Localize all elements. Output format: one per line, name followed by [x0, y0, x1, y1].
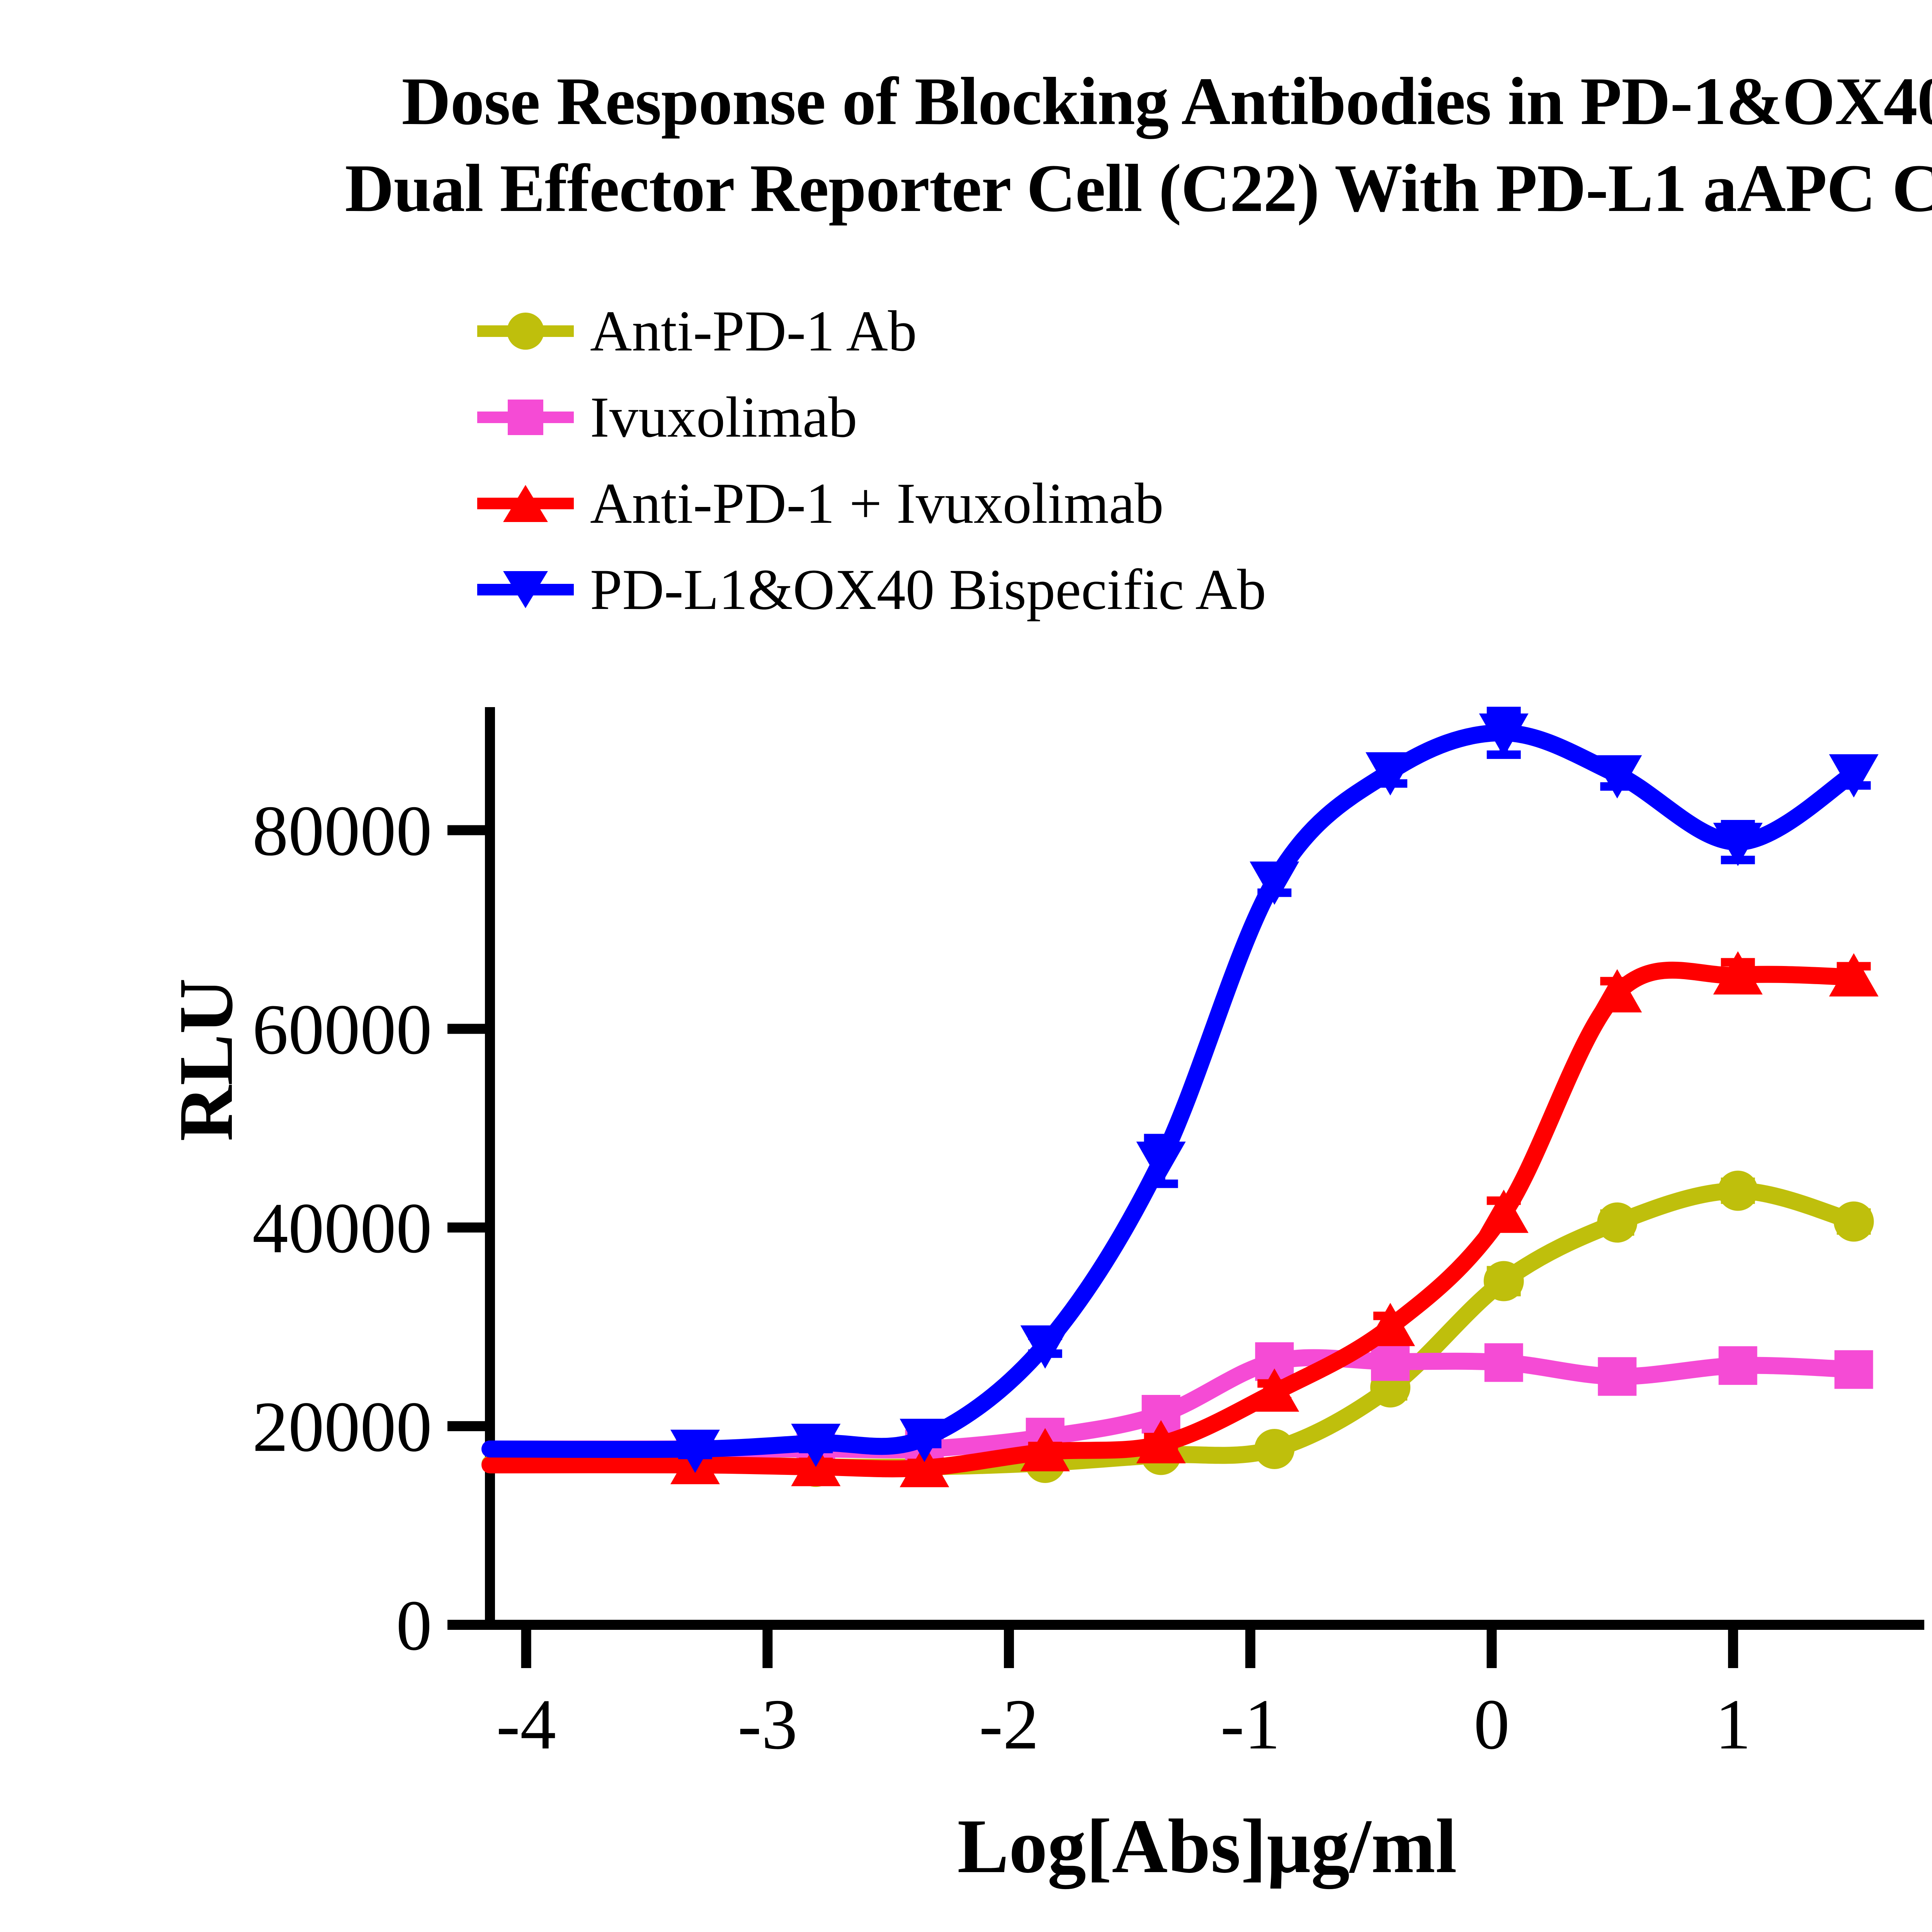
legend-symbol-circle-icon — [477, 308, 574, 354]
x-axis-tick-label: -1 — [1220, 1685, 1280, 1764]
data-point-marker — [1713, 951, 1763, 995]
legend-item-ivuxolimab[interactable]: Ivuxolimab — [477, 374, 1636, 460]
data-point-marker — [1020, 1428, 1070, 1471]
data-point-marker — [670, 1429, 720, 1473]
data-point-marker — [1136, 1141, 1186, 1185]
series-line — [481, 724, 1862, 1458]
x-axis-tick-label: -4 — [496, 1685, 556, 1764]
data-point-marker — [1250, 861, 1299, 905]
series-group — [481, 707, 1879, 1487]
data-point-marker — [1136, 1420, 1186, 1464]
data-point-marker — [1371, 1342, 1410, 1381]
legend-label: Anti-PD-1 + Ivuxolimab — [590, 471, 1164, 536]
data-point-marker — [1718, 1170, 1758, 1211]
axis-label-group: Log[Abs]µg/ml RLU — [163, 978, 1457, 1889]
data-point-marker — [1479, 713, 1529, 757]
x-axis-tick-label: 0 — [1474, 1685, 1510, 1764]
data-point-marker — [1829, 754, 1879, 798]
data-point-marker — [1597, 1202, 1638, 1243]
chart-title-line-2: Dual Effector Reporter Cell (C22) With P… — [345, 151, 1932, 226]
y-axis-tick-label: 20000 — [252, 1387, 432, 1467]
data-point-marker — [1833, 1201, 1874, 1242]
data-point-marker — [1834, 1350, 1873, 1389]
legend-label: Ivuxolimab — [590, 385, 857, 449]
y-axis-tick-label: 40000 — [252, 1189, 432, 1268]
axis-group: 0 20000 40000 60000 80000 -4 -3 -2 -1 0 1 — [252, 707, 1924, 1764]
y-axis-title: RLU — [163, 978, 249, 1141]
legend-symbol-triangle-down-icon — [477, 566, 574, 613]
chart-title-line-1: Dose Response of Blocking Antibodies in … — [401, 64, 1932, 139]
legend-item-pd-l1-ox40-bispecific-ab[interactable]: PD-L1&OX40 Bispecific Ab — [477, 546, 1636, 633]
data-point-marker — [900, 1418, 949, 1462]
data-point-marker — [1598, 1357, 1637, 1396]
x-axis-tick-label: -3 — [738, 1685, 798, 1764]
legend-item-anti-pd-1-plus-ivuxolimab[interactable]: Anti-PD-1 + Ivuxolimab — [477, 460, 1636, 546]
data-point-marker — [1829, 953, 1879, 997]
x-axis-title: Log[Abs]µg/ml — [957, 1804, 1457, 1889]
data-point-marker — [1366, 1303, 1415, 1346]
y-axis-tick-label: 80000 — [252, 791, 432, 871]
chart-legend: Anti-PD-1 Ab Ivuxolimab Anti-PD-1 + Ivux… — [477, 288, 1636, 633]
data-point-marker — [1366, 752, 1415, 796]
square-marker-icon — [508, 399, 543, 435]
legend-symbol-square-icon — [477, 394, 574, 440]
data-point-marker — [1592, 755, 1642, 799]
x-axis-tick-label: -2 — [979, 1685, 1039, 1764]
circle-marker-icon — [507, 312, 544, 350]
data-point-marker — [1479, 1189, 1529, 1233]
y-axis-tick-label: 60000 — [252, 990, 432, 1070]
data-point-marker — [1713, 823, 1763, 866]
data-point-marker — [900, 1444, 949, 1487]
legend-label: Anti-PD-1 Ab — [590, 299, 917, 363]
data-point-marker — [1484, 1343, 1523, 1382]
plot-svg: 0 20000 40000 60000 80000 -4 -3 -2 -1 0 1 Log[Abs]… — [163, 707, 1924, 1889]
triangle-down-marker-icon — [503, 571, 548, 608]
legend-label: PD-L1&OX40 Bispecific Ab — [590, 557, 1266, 622]
legend-symbol-triangle-up-icon — [477, 480, 574, 527]
chart-title: Dose Response of Blocking Antibodies in … — [0, 58, 1932, 232]
data-point-marker — [791, 1423, 841, 1467]
data-point-marker — [1254, 1429, 1295, 1469]
y-axis-tick-label: 0 — [396, 1586, 432, 1665]
triangle-up-marker-icon — [503, 485, 548, 522]
plot-area: 0 20000 40000 60000 80000 -4 -3 -2 -1 0 1 Log[Abs]… — [0, 688, 1932, 1932]
series-pd-l1-ox40-bispecific-ab — [481, 707, 1879, 1473]
legend-item-anti-pd-1-ab[interactable]: Anti-PD-1 Ab — [477, 288, 1636, 374]
data-point-marker — [1483, 1261, 1524, 1301]
data-point-marker — [1020, 1325, 1070, 1369]
data-point-marker — [1592, 969, 1642, 1013]
data-point-marker — [1718, 1346, 1757, 1385]
x-axis-tick-label: 1 — [1715, 1685, 1751, 1764]
series-line — [481, 961, 1862, 1478]
data-point-marker — [1250, 1368, 1299, 1412]
